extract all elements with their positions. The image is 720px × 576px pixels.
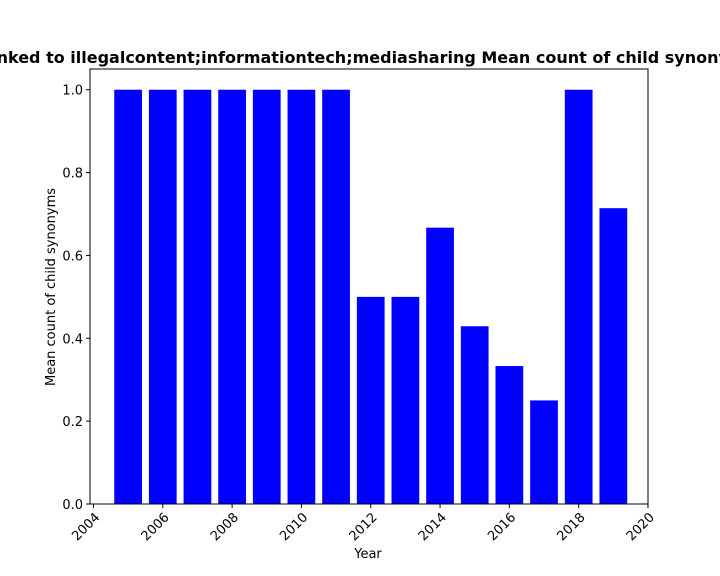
y-axis-label: Mean count of child synonyms xyxy=(44,188,59,386)
x-axis-label: Year xyxy=(353,547,382,562)
y-axis: 0.0 0.2 0.4 0.6 0.8 1.0 xyxy=(62,84,90,513)
x-tick-label: 2014 xyxy=(416,510,450,544)
bar-2019 xyxy=(599,208,628,504)
bar-2005 xyxy=(114,89,142,504)
x-tick-label: 2018 xyxy=(555,510,589,544)
bar-2012 xyxy=(356,296,385,504)
bar-2006 xyxy=(148,89,177,504)
y-tick-label: 0.2 xyxy=(62,415,83,430)
bar-2008 xyxy=(218,89,246,504)
x-tick-label: 2016 xyxy=(485,510,519,544)
plot-frame xyxy=(89,68,649,505)
x-tick-label: 2010 xyxy=(277,510,311,544)
bars-group xyxy=(114,89,628,504)
y-tick-label: 0.0 xyxy=(62,498,83,513)
x-tick-label: 2006 xyxy=(139,510,173,544)
x-tick-label: 2008 xyxy=(208,510,242,544)
y-tick-label: 0.4 xyxy=(62,332,83,347)
bar-2011 xyxy=(322,89,350,504)
y-tick-label: 1.0 xyxy=(62,84,83,99)
x-tick-label: 2012 xyxy=(347,510,381,544)
chart-title: Linked to illegalcontent;informationtech… xyxy=(0,48,720,67)
bar-2015 xyxy=(460,326,489,504)
bar-2010 xyxy=(287,89,316,504)
bar-2007 xyxy=(183,89,212,504)
x-tick-label: 2020 xyxy=(624,510,658,544)
y-tick-label: 0.8 xyxy=(62,167,83,182)
bar-2016 xyxy=(495,366,524,504)
bar-2014 xyxy=(426,227,454,504)
x-axis: 2004 2006 2008 2010 2012 2014 2016 2018 2020 xyxy=(69,504,658,544)
y-tick-label: 0.6 xyxy=(62,249,83,264)
bar-2017 xyxy=(530,400,558,504)
bar-2009 xyxy=(252,89,281,504)
bar-2013 xyxy=(391,296,420,504)
x-tick-label: 2004 xyxy=(69,510,103,544)
bar-2018 xyxy=(564,89,593,504)
